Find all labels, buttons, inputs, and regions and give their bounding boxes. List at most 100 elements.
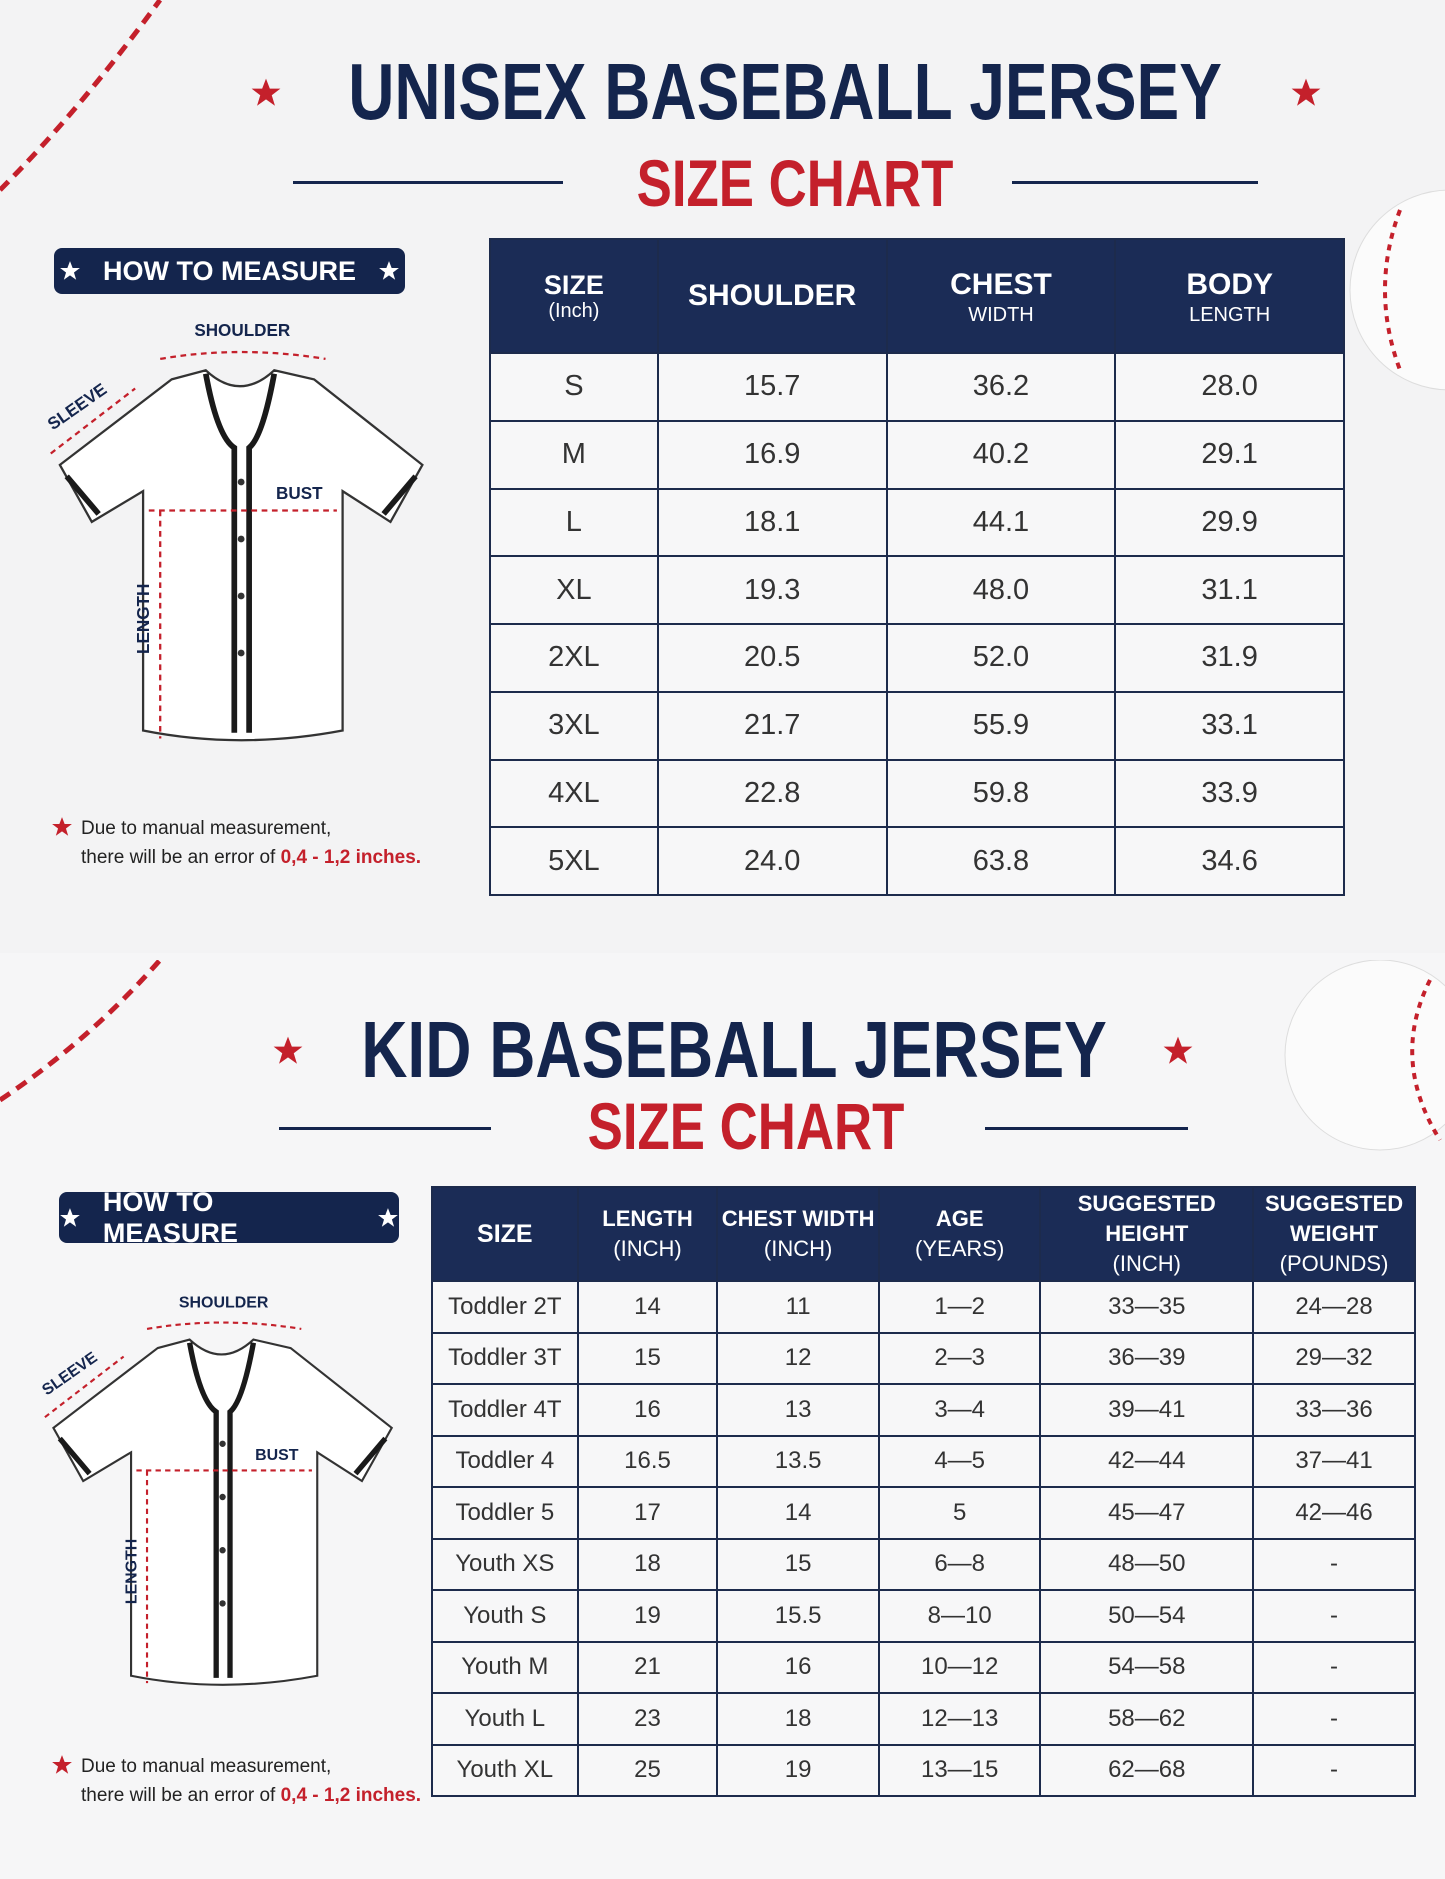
button <box>237 592 245 600</box>
table-cell: 18 <box>576 1537 719 1591</box>
star-icon <box>379 261 399 280</box>
title: KID BASEBALL JERSEY <box>34 1010 1434 1090</box>
star-icon <box>60 261 80 280</box>
table-cell: Toddler 4T <box>431 1383 579 1437</box>
star-icon <box>60 1207 80 1227</box>
table-cell: 33—36 <box>1252 1383 1416 1437</box>
table-cell: 20.5 <box>656 623 888 693</box>
table-cell: 15 <box>576 1331 719 1385</box>
title-text: UNISEX BASEBALL JERSEY <box>348 47 1222 136</box>
star-icon <box>52 1755 72 1774</box>
table-cell: 2—3 <box>877 1331 1042 1385</box>
header-text: (POUNDS) <box>1279 1251 1389 1276</box>
table-cell: 44.1 <box>885 487 1117 558</box>
measure-badge: HOW TO MEASURE <box>59 1187 399 1248</box>
header-text: (INCH) <box>1112 1251 1181 1276</box>
note: Due to manual measurement, there will be … <box>81 1752 421 1810</box>
button <box>219 1600 226 1607</box>
table-row: M 16.9 40.2 29.1 <box>489 419 1345 490</box>
header-cell: SIZE (Inch) <box>489 238 659 354</box>
table-row: Youth S 19 15.5 8—10 50—54- <box>431 1589 1416 1643</box>
header-cell: LENGTH (INCH) <box>576 1186 719 1282</box>
shoulder-measure <box>160 350 326 361</box>
measure-badge: HOW TO MEASURE <box>54 248 405 294</box>
table-row: 4XL 22.8 59.8 33.9 <box>489 758 1345 829</box>
table-cell: 16.9 <box>656 419 888 490</box>
star-shape <box>52 817 72 836</box>
table-cell: 33—35 <box>1039 1280 1255 1334</box>
stitch-decor <box>0 960 162 1103</box>
table-cell: 1—2 <box>877 1280 1042 1334</box>
table-cell: 10—12 <box>877 1640 1042 1694</box>
button <box>219 1440 226 1447</box>
baseball-decor <box>1284 960 1445 1151</box>
star-shape <box>273 1036 303 1064</box>
table-cell: 8—10 <box>877 1589 1042 1643</box>
table-cell: Youth L <box>431 1692 579 1746</box>
table-cell: 15.5 <box>716 1589 880 1643</box>
table-row: 5XL 24.0 63.8 34.6 <box>489 826 1345 896</box>
table-cell: 48.0 <box>885 555 1117 625</box>
table-cell: 3—4 <box>877 1383 1042 1437</box>
table-cell: 29.9 <box>1114 487 1345 558</box>
title-text: KID BASEBALL JERSEY <box>361 1005 1107 1094</box>
shoulder-label: SHOULDER <box>179 1295 269 1312</box>
rule <box>293 181 563 184</box>
table-cell: 50—54 <box>1039 1589 1255 1643</box>
subtitle: SIZE CHART <box>295 150 1295 216</box>
length-label: LENGTH <box>134 584 153 654</box>
jersey-outline <box>58 369 424 742</box>
table-cell: Toddler 3T <box>431 1331 579 1385</box>
sleeve-stripe <box>57 1436 92 1476</box>
button <box>237 649 245 657</box>
jersey-diagram: SHOULDER SLEEVE BUST LENGTH <box>39 1295 394 1686</box>
sleeve-stripe <box>353 1436 388 1476</box>
table-row: Toddler 2T 14 11 1—2 33—35 24—28 <box>431 1280 1416 1334</box>
star-icon <box>273 1036 303 1064</box>
table-cell: 21 <box>576 1640 719 1694</box>
table-cell: 4XL <box>489 758 659 829</box>
bust-label: BUST <box>255 1447 299 1464</box>
table-cell: 14 <box>716 1486 880 1540</box>
table-cell: - <box>1252 1640 1416 1694</box>
star-shape <box>1291 78 1321 106</box>
size-table: SIZE (Inch) SHOULDER CHEST WIDTH BODY LENGTH S 1… <box>489 238 1345 896</box>
sleeve-measure <box>50 387 136 455</box>
table-row: Toddler 5 17 14 5 45—47 42—46 <box>431 1486 1416 1540</box>
star-shape <box>52 1755 72 1774</box>
star-shape <box>60 261 80 280</box>
table-cell: 31.9 <box>1114 623 1345 693</box>
table-cell: 33.9 <box>1114 758 1345 829</box>
jersey-diagram: SHOULDER SLEEVE BUST LENGTH <box>44 321 424 742</box>
table-cell: 40.2 <box>885 419 1117 490</box>
note-text: there will be an error of <box>81 1785 276 1806</box>
header-text: AGE <box>935 1206 984 1231</box>
shoulder-label: SHOULDER <box>194 321 290 340</box>
table-cell: 31.1 <box>1114 555 1345 625</box>
header-text: LENGTH <box>1189 303 1271 326</box>
table-cell: - <box>1252 1692 1416 1746</box>
table-cell: 5XL <box>489 826 659 896</box>
note-line: Due to manual measurement, <box>81 1756 332 1777</box>
table-cell: 24—28 <box>1252 1280 1416 1334</box>
rule <box>985 1127 1188 1130</box>
stitch-decor <box>0 0 163 192</box>
table-cell: 6—8 <box>877 1537 1042 1591</box>
table-cell: 42—46 <box>1252 1486 1416 1540</box>
table-row: Youth XS 18 15 6—8 48—50- <box>431 1537 1416 1591</box>
header-text: SIZE <box>543 269 604 300</box>
table-cell: 4—5 <box>877 1434 1042 1488</box>
table-row: Toddler 4 16.5 13.5 4—5 42—44 37—41 <box>431 1434 1416 1488</box>
note-line: Due to manual measurement, <box>81 818 332 839</box>
table-cell: - <box>1252 1537 1416 1591</box>
table-cell: 12 <box>716 1331 880 1385</box>
table-cell: 22.8 <box>656 758 888 829</box>
table-cell: 42—44 <box>1039 1434 1255 1488</box>
table-cell: 13 <box>716 1383 880 1437</box>
table-cell: 23 <box>576 1692 719 1746</box>
note-text: there will be an error of <box>81 847 276 868</box>
placket-stripe <box>246 373 278 733</box>
table-row: 3XL 21.7 55.9 33.1 <box>489 690 1345 761</box>
star-shape <box>378 1207 398 1227</box>
table-row: S 15.7 36.2 28.0 <box>489 352 1345 422</box>
